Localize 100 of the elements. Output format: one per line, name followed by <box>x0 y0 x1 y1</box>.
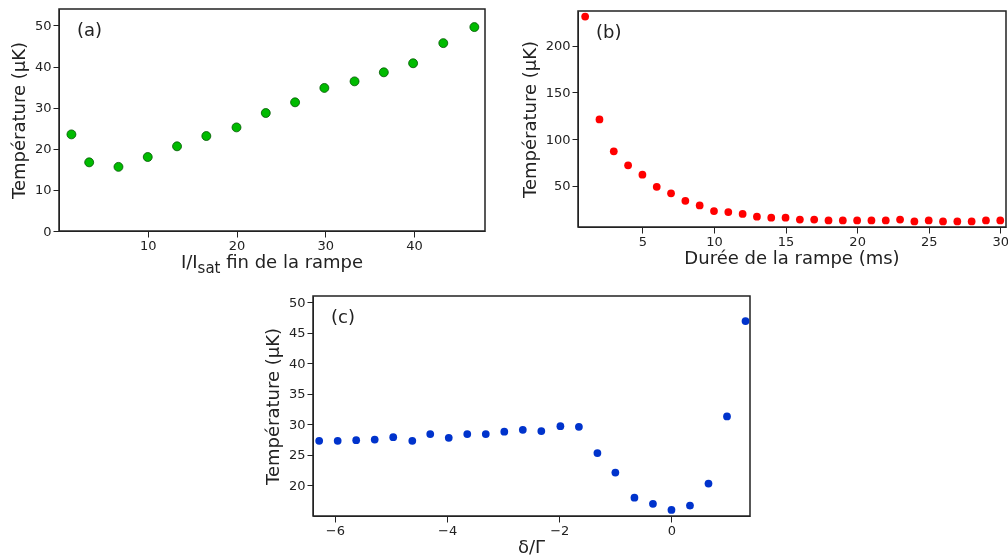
point <box>924 216 933 225</box>
point <box>444 433 453 442</box>
y-tick-label: 200 <box>545 38 571 54</box>
y-tick-label: 50 <box>34 17 52 33</box>
y-tick-label: 25 <box>288 447 306 463</box>
point <box>624 161 632 170</box>
x-tick-label: −2 <box>550 522 570 538</box>
x-tick-label: −6 <box>325 522 345 538</box>
point <box>881 216 890 225</box>
x-tick-label: 40 <box>406 237 423 253</box>
point <box>996 216 1005 225</box>
point <box>824 216 833 225</box>
point <box>172 141 182 152</box>
x-tick-label: 10 <box>139 237 157 253</box>
point <box>982 216 990 225</box>
y-tick-label: 0 <box>43 223 52 239</box>
point <box>556 422 565 431</box>
point <box>867 216 876 225</box>
point <box>967 217 976 226</box>
point <box>710 207 718 215</box>
point <box>481 430 490 438</box>
y-tick-label: 40 <box>34 59 52 75</box>
y-axis-title: Température (µK) <box>7 41 29 201</box>
point <box>84 157 95 168</box>
point <box>810 215 819 224</box>
point <box>695 201 704 210</box>
point <box>469 22 480 32</box>
point <box>142 152 153 162</box>
x-tick-label: 15 <box>777 233 795 249</box>
point <box>686 501 694 510</box>
point <box>349 76 360 87</box>
annotation: (a) <box>77 19 103 40</box>
point <box>638 170 647 179</box>
point <box>767 213 776 222</box>
annotation: (c) <box>331 306 355 327</box>
annotation: (b) <box>596 21 622 42</box>
point <box>753 212 761 221</box>
point <box>609 147 618 156</box>
point <box>796 215 804 224</box>
x-tick-label: 30 <box>992 233 1008 249</box>
x-tick-label: 20 <box>849 233 866 249</box>
point <box>649 499 657 508</box>
point <box>652 182 661 191</box>
point <box>575 422 583 431</box>
point <box>781 213 790 222</box>
point <box>838 216 847 225</box>
point <box>853 216 861 225</box>
x-tick-label: 30 <box>317 237 335 253</box>
y-tick-label: 40 <box>288 355 306 371</box>
x-tick-label: 0 <box>667 522 677 538</box>
point <box>939 217 947 226</box>
point <box>426 430 435 438</box>
point <box>630 493 639 502</box>
y-tick-label: 50 <box>288 294 306 310</box>
point <box>611 468 620 477</box>
y-tick-label: 35 <box>288 386 306 402</box>
x-axis-title: Durée de la rampe (ms) <box>683 247 901 268</box>
point <box>231 122 242 133</box>
point <box>595 115 604 124</box>
point <box>738 210 747 218</box>
y-axis-title: Température (µK) <box>261 327 283 487</box>
x-tick-label: −4 <box>437 522 458 538</box>
y-tick-label: 150 <box>545 84 571 100</box>
x-axis-title: δ/Γ <box>516 536 547 557</box>
point <box>896 215 904 224</box>
y-tick-label: 20 <box>34 141 52 157</box>
point <box>438 38 449 48</box>
x-tick-label: 20 <box>228 237 246 253</box>
point <box>408 58 418 69</box>
y-tick-label: 30 <box>288 416 306 432</box>
x-tick-label: 5 <box>638 233 648 249</box>
point <box>315 436 324 445</box>
y-axis-title: Température (µK) <box>518 40 540 200</box>
point <box>741 317 750 325</box>
point <box>910 217 919 226</box>
point <box>723 412 731 421</box>
y-tick-label: 100 <box>545 131 571 147</box>
point <box>201 131 212 141</box>
point <box>593 449 602 457</box>
point <box>290 97 300 108</box>
y-tick-label: 20 <box>288 477 306 493</box>
point <box>681 196 690 205</box>
point <box>463 430 472 438</box>
point <box>667 506 676 514</box>
x-tick-label: 10 <box>706 233 723 249</box>
point <box>537 427 546 435</box>
y-tick-label: 45 <box>288 325 306 341</box>
point <box>389 433 398 442</box>
point <box>333 436 342 445</box>
point <box>408 436 417 445</box>
point <box>370 435 379 444</box>
point <box>724 208 733 216</box>
x-axis-title: I/I$_{sat}$ fin de la rampe <box>179 251 365 277</box>
point <box>500 427 509 436</box>
y-tick-label: 50 <box>553 178 571 194</box>
point <box>581 12 590 21</box>
point <box>352 436 361 445</box>
point <box>667 189 675 198</box>
point <box>704 479 713 488</box>
point <box>953 217 962 226</box>
